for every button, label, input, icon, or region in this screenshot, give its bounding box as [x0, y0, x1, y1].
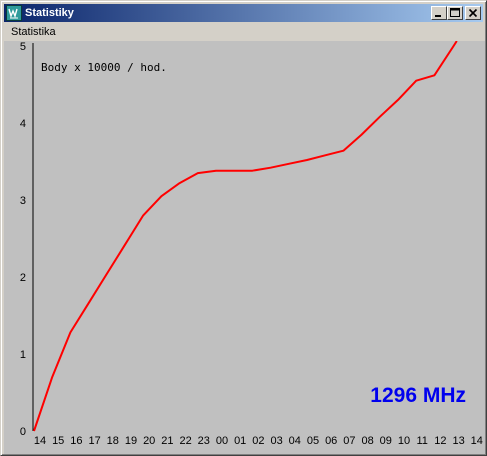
menu-bar: Statistika: [4, 23, 483, 41]
y-tick-label: 4: [20, 118, 26, 130]
x-tick-label: 11: [416, 435, 427, 447]
x-tick-label: 22: [179, 435, 191, 447]
x-tick-label: 21: [161, 435, 173, 447]
x-tick-label: 01: [234, 435, 246, 447]
y-tick-label: 0: [20, 426, 26, 438]
x-tick-label: 12: [434, 435, 446, 447]
x-tick-label: 18: [107, 435, 119, 447]
x-tick-label: 00: [216, 435, 228, 447]
x-tick-label: 23: [198, 435, 210, 447]
minimize-icon: [435, 15, 441, 17]
close-icon: [468, 8, 478, 18]
maximize-icon: [450, 8, 460, 17]
y-axis-label: Body x 10000 / hod.: [41, 61, 167, 74]
minimize-button[interactable]: [431, 6, 447, 20]
title-bar[interactable]: Statistiky: [4, 4, 483, 22]
x-tick-label: 09: [380, 435, 392, 447]
x-tick-label: 08: [361, 435, 373, 447]
series-line-0: [33, 41, 458, 432]
y-tick-label: 5: [20, 41, 26, 53]
frequency-label: 1296 MHz: [370, 384, 466, 407]
maximize-button[interactable]: [447, 6, 463, 20]
menu-statistika[interactable]: Statistika: [11, 26, 56, 38]
x-tick-label: 17: [88, 435, 100, 447]
window-title: Statistiky: [25, 7, 74, 19]
x-tick-label: 14: [34, 435, 46, 447]
x-tick-label: 19: [125, 435, 137, 447]
x-tick-label: 16: [70, 435, 82, 447]
x-tick-label: 04: [289, 435, 301, 447]
y-tick-label: 2: [20, 272, 26, 284]
x-tick-label: 07: [343, 435, 355, 447]
x-tick-label: 13: [452, 435, 464, 447]
y-tick-label: 3: [20, 195, 26, 207]
close-button[interactable]: [465, 6, 481, 20]
x-tick-label: 10: [398, 435, 410, 447]
x-tick-label: 06: [325, 435, 337, 447]
app-logo-icon[interactable]: [6, 5, 22, 21]
x-tick-label: 20: [143, 435, 155, 447]
y-tick-label: 1: [20, 349, 26, 361]
x-tick-label: 05: [307, 435, 319, 447]
x-tick-label: 15: [52, 435, 64, 447]
x-tick-label: 14: [471, 435, 483, 447]
x-tick-label: 02: [252, 435, 264, 447]
x-tick-label: 03: [270, 435, 282, 447]
